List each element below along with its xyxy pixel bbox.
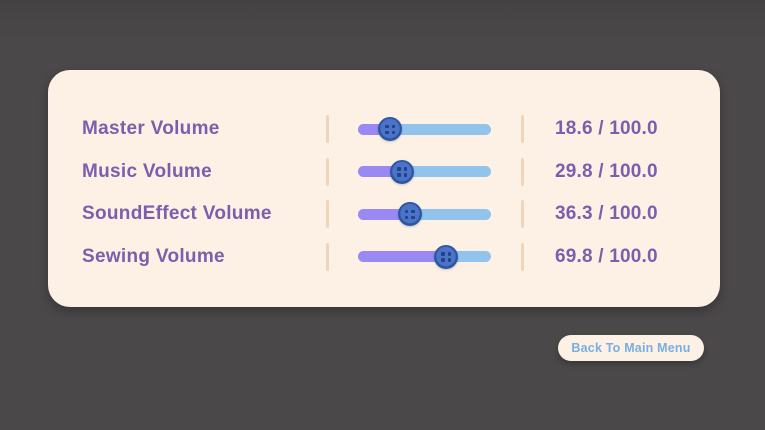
sewing-button-icon[interactable] xyxy=(434,244,459,269)
volume-rows: Master Volume 18.6 / 100.0 Music Volume … xyxy=(48,108,720,278)
button-holes xyxy=(441,252,452,262)
divider-dash xyxy=(326,200,329,229)
volume-label: Sewing Volume xyxy=(82,245,225,267)
slider-fill xyxy=(358,208,410,220)
button-holes xyxy=(397,167,408,177)
sewing-button-icon[interactable] xyxy=(397,202,422,227)
volume-label: Master Volume xyxy=(82,118,220,140)
volume-row: Sewing Volume 69.8 / 100.0 xyxy=(48,236,720,279)
volume-value: 18.6 / 100.0 xyxy=(555,118,658,140)
volume-slider[interactable] xyxy=(358,202,491,227)
divider-dash xyxy=(326,115,329,144)
divider-dash xyxy=(521,115,524,144)
volume-value: 36.3 / 100.0 xyxy=(555,203,658,225)
volume-label: SoundEffect Volume xyxy=(82,203,272,225)
volume-value: 69.8 / 100.0 xyxy=(555,245,658,267)
volume-value: 29.8 / 100.0 xyxy=(555,160,658,182)
slider-fill xyxy=(358,123,391,135)
volume-slider[interactable] xyxy=(358,117,491,142)
volume-slider[interactable] xyxy=(358,244,491,269)
button-holes xyxy=(404,209,415,219)
volume-label: Music Volume xyxy=(82,160,212,182)
divider-dash xyxy=(521,242,524,271)
volume-row: Master Volume 18.6 / 100.0 xyxy=(48,108,720,151)
slider-fill xyxy=(358,251,447,263)
sewing-button-icon[interactable] xyxy=(390,159,415,184)
volume-row: Music Volume 29.8 / 100.0 xyxy=(48,151,720,194)
divider-dash xyxy=(326,242,329,271)
divider-dash xyxy=(326,157,329,186)
divider-dash xyxy=(521,157,524,186)
sewing-button-icon[interactable] xyxy=(378,117,403,142)
volume-settings-panel: Master Volume 18.6 / 100.0 Music Volume … xyxy=(48,70,720,307)
back-to-main-menu-button[interactable]: Back To Main Menu xyxy=(558,335,704,361)
volume-slider[interactable] xyxy=(358,159,491,184)
slider-fill xyxy=(358,166,403,178)
divider-dash xyxy=(521,200,524,229)
button-holes xyxy=(385,124,396,134)
volume-row: SoundEffect Volume 36.3 / 100.0 xyxy=(48,193,720,236)
